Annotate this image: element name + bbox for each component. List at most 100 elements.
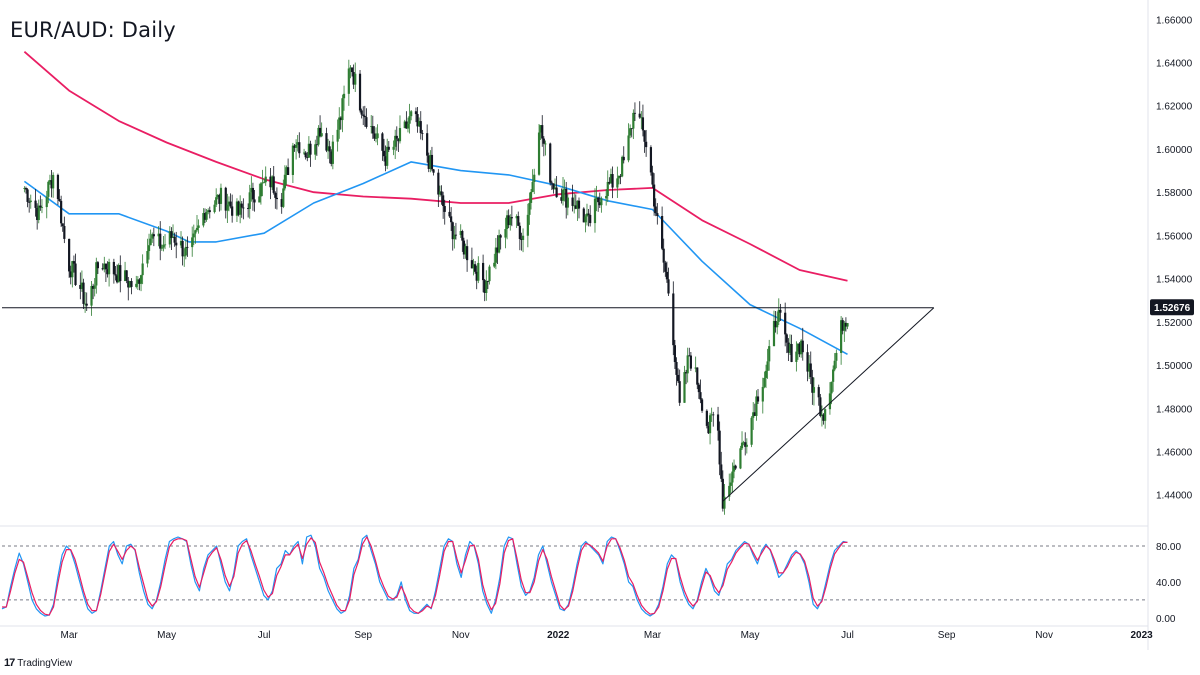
candle-body bbox=[179, 240, 183, 246]
candle-body bbox=[589, 214, 592, 224]
candle-body bbox=[755, 396, 758, 416]
candle-body bbox=[248, 192, 251, 209]
candle-body bbox=[753, 412, 756, 416]
price-tick-label: 1.52000 bbox=[1156, 318, 1193, 329]
candle-body bbox=[269, 176, 272, 188]
candle-body bbox=[718, 430, 721, 465]
candle-body bbox=[162, 244, 165, 248]
candle-body bbox=[382, 150, 386, 157]
stochastic-axis[interactable]: 80.00 40.00 0.00 bbox=[1156, 542, 1181, 625]
candle-body bbox=[598, 202, 601, 206]
candle-body bbox=[820, 414, 824, 416]
candle-body bbox=[840, 320, 843, 353]
candle-body bbox=[808, 363, 811, 372]
candle-body bbox=[745, 444, 748, 447]
ma-fast-line bbox=[23, 161, 848, 356]
candle-body bbox=[36, 207, 39, 221]
candle-body bbox=[466, 246, 469, 261]
candle-body bbox=[448, 211, 451, 217]
candle-body bbox=[539, 125, 542, 133]
price-pane[interactable] bbox=[2, 51, 935, 515]
candle-body bbox=[50, 180, 53, 189]
candle-body bbox=[756, 396, 760, 402]
candle-body bbox=[485, 281, 488, 293]
candle-body bbox=[518, 225, 521, 239]
candle-body bbox=[403, 121, 406, 129]
candle-body bbox=[112, 261, 115, 275]
candle-body bbox=[835, 352, 838, 361]
candle-body bbox=[157, 233, 160, 237]
candle-body bbox=[191, 237, 194, 248]
candle-body bbox=[309, 143, 312, 155]
candle-body bbox=[454, 234, 458, 236]
ma-slow-line bbox=[23, 51, 848, 282]
candle-body bbox=[541, 125, 544, 139]
candle-body bbox=[437, 172, 440, 195]
candle-body bbox=[622, 156, 625, 161]
candle-body bbox=[93, 285, 96, 289]
candle-body bbox=[664, 262, 667, 272]
time-tick-label: Nov bbox=[452, 630, 470, 641]
candle-body bbox=[574, 205, 577, 209]
time-tick-label: 2022 bbox=[547, 630, 570, 641]
chart-title: EUR/AUD: Daily bbox=[10, 18, 176, 42]
candle-body bbox=[146, 251, 149, 264]
candle-body bbox=[576, 200, 579, 209]
candle-body bbox=[700, 399, 704, 411]
candle-body bbox=[474, 264, 477, 272]
tradingview-brand[interactable]: 17 TradingView bbox=[4, 657, 72, 669]
candle-body bbox=[450, 216, 453, 223]
candle-body bbox=[103, 263, 106, 270]
candle-body bbox=[720, 464, 723, 479]
candle-body bbox=[272, 176, 275, 193]
candle-body bbox=[183, 255, 186, 257]
candle-body bbox=[72, 261, 76, 264]
candle-body bbox=[731, 471, 734, 483]
candle-body bbox=[734, 465, 737, 469]
candle-body bbox=[453, 234, 456, 240]
candle-body bbox=[414, 111, 418, 115]
candle-body bbox=[354, 73, 357, 85]
candle-body bbox=[833, 360, 836, 370]
candle-body bbox=[84, 303, 87, 305]
candle-body bbox=[432, 169, 435, 173]
candle-body bbox=[812, 387, 816, 393]
candle-body bbox=[106, 269, 109, 275]
candle-body bbox=[52, 174, 55, 189]
candle-body bbox=[600, 198, 603, 206]
candle-body bbox=[253, 199, 256, 203]
candle-body bbox=[37, 205, 40, 221]
candle-body bbox=[141, 263, 144, 276]
candle-body bbox=[127, 280, 130, 288]
candle-body bbox=[291, 145, 294, 175]
candle-body bbox=[274, 192, 277, 198]
time-axis[interactable]: Mar May Jul Sep Nov 2022 Mar May Jul Sep Nov 2023 bbox=[61, 630, 1154, 641]
pane-separators bbox=[0, 0, 1149, 650]
candle-body bbox=[360, 110, 363, 115]
candle-body bbox=[750, 417, 753, 445]
candle-body bbox=[606, 181, 609, 197]
candle-body bbox=[259, 183, 263, 197]
candle-body bbox=[405, 121, 408, 129]
candle-body bbox=[307, 143, 310, 158]
candle-body bbox=[587, 213, 590, 215]
candle-body bbox=[173, 236, 176, 243]
candle-body bbox=[317, 127, 320, 145]
candle-body bbox=[621, 156, 624, 177]
time-tick-label: Mar bbox=[644, 630, 662, 641]
candle-body bbox=[45, 196, 48, 208]
price-axis[interactable]: 1.66000 1.64000 1.62000 1.60000 1.58000 1.560… bbox=[1150, 15, 1194, 502]
candle-body bbox=[509, 217, 512, 226]
candle-body bbox=[82, 282, 85, 304]
candle-body bbox=[772, 320, 776, 347]
candle-body bbox=[472, 264, 475, 269]
candle-body bbox=[684, 372, 688, 374]
candle-body bbox=[732, 465, 736, 472]
candle-body bbox=[451, 222, 454, 240]
candle-body bbox=[521, 235, 525, 240]
stochastic-pane[interactable] bbox=[1, 534, 1148, 617]
candle-body bbox=[314, 144, 317, 155]
candle-body bbox=[846, 323, 849, 327]
candle-body bbox=[23, 188, 26, 189]
